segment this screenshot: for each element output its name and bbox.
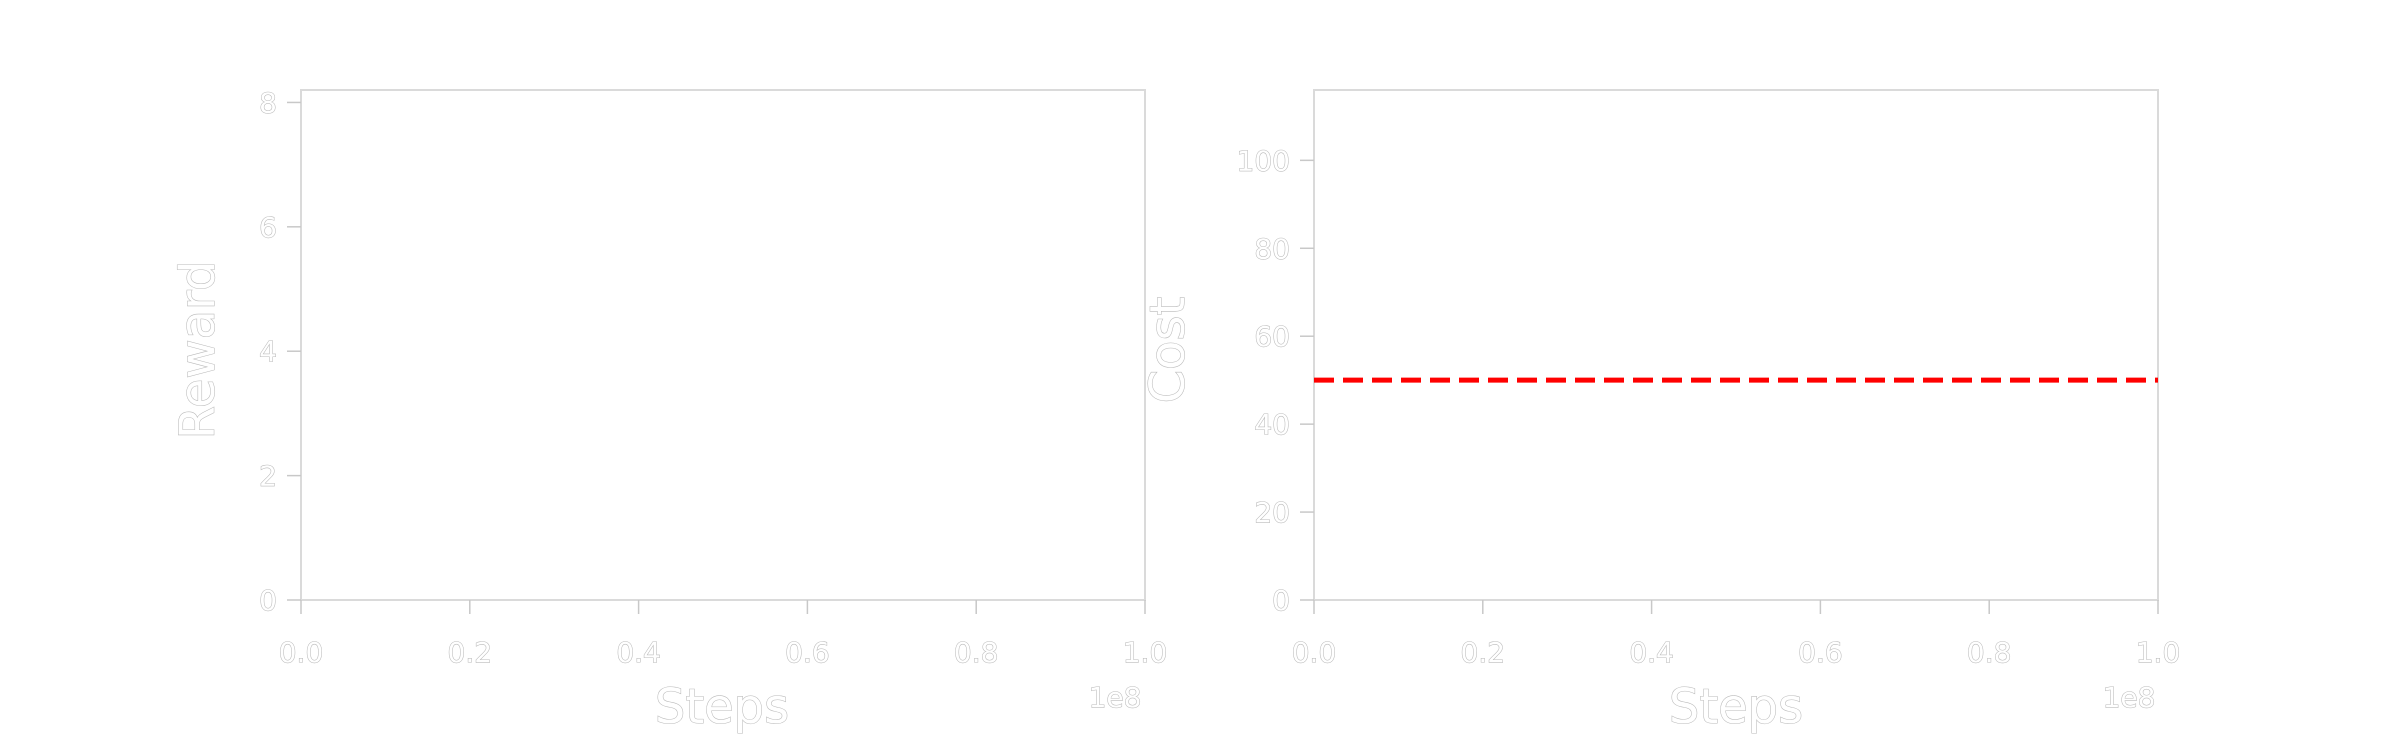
cost-ylabel: Cost [1140,297,1196,404]
cost-x-tick-label: 0.0 [1292,636,1337,669]
cost-y-tick-label: 0 [1272,584,1290,617]
reward-x-offset-label: 1e8 [1089,681,1142,714]
reward-y-tick-label: 0 [259,584,277,617]
cost-x-tick-label: 1.0 [2136,636,2181,669]
cost-y-tick-label: 40 [1254,408,1290,441]
reward-y-tick-label: 6 [259,211,277,244]
cost-x-tick-label: 0.2 [1461,636,1506,669]
cost-y-tick-label: 60 [1254,320,1290,353]
reward-panel: Reward Steps 1e8 0 2 4 6 8 0.0 0.2 0.4 0.6 0.8 1.0 [169,86,1168,736]
cost-x-offset-label: 1e8 [2103,681,2156,714]
reward-y-tick-label: 4 [259,335,277,368]
cost-y-tick-label: 100 [1237,144,1290,177]
reward-x-tick-label: 0.2 [448,636,493,669]
cost-y-tick-label: 20 [1254,496,1290,529]
reward-plot-frame [300,89,1146,601]
reward-x-tick-label: 0.8 [954,636,999,669]
reward-y-tick-label: 8 [259,86,277,119]
cost-x-tick-label: 0.6 [1798,636,1843,669]
reward-x-tick-label: 1.0 [1123,636,1168,669]
cost-x-tick-label: 0.4 [1629,636,1674,669]
reward-y-tick-label: 2 [259,460,277,493]
reward-ylabel: Reward [170,261,226,440]
cost-panel: Cost Steps 1e8 0 20 40 60 80 100 0.0 0.2 0.4 0.6 0… [1139,89,2181,736]
cost-y-tick-label: 80 [1254,232,1290,265]
reward-x-tick-label: 0.4 [616,636,661,669]
cost-xlabel: Steps [1669,679,1803,735]
reward-x-tick-label: 0.0 [279,636,324,669]
cost-plot-frame [1313,89,2159,601]
reward-xlabel: Steps [655,679,789,735]
cost-x-tick-label: 0.8 [1967,636,2012,669]
reward-x-tick-label: 0.6 [785,636,830,669]
